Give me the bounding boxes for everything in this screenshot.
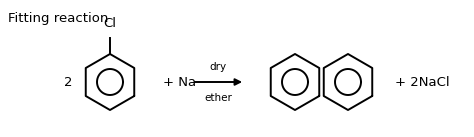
Text: Cl: Cl — [103, 17, 117, 30]
Text: 2: 2 — [64, 75, 72, 89]
Text: Fitting reaction: Fitting reaction — [8, 12, 109, 25]
Text: dry: dry — [210, 62, 227, 72]
Text: + 2NaCl: + 2NaCl — [395, 75, 450, 89]
Text: ether: ether — [204, 93, 232, 103]
Text: + Na: + Na — [163, 75, 196, 89]
